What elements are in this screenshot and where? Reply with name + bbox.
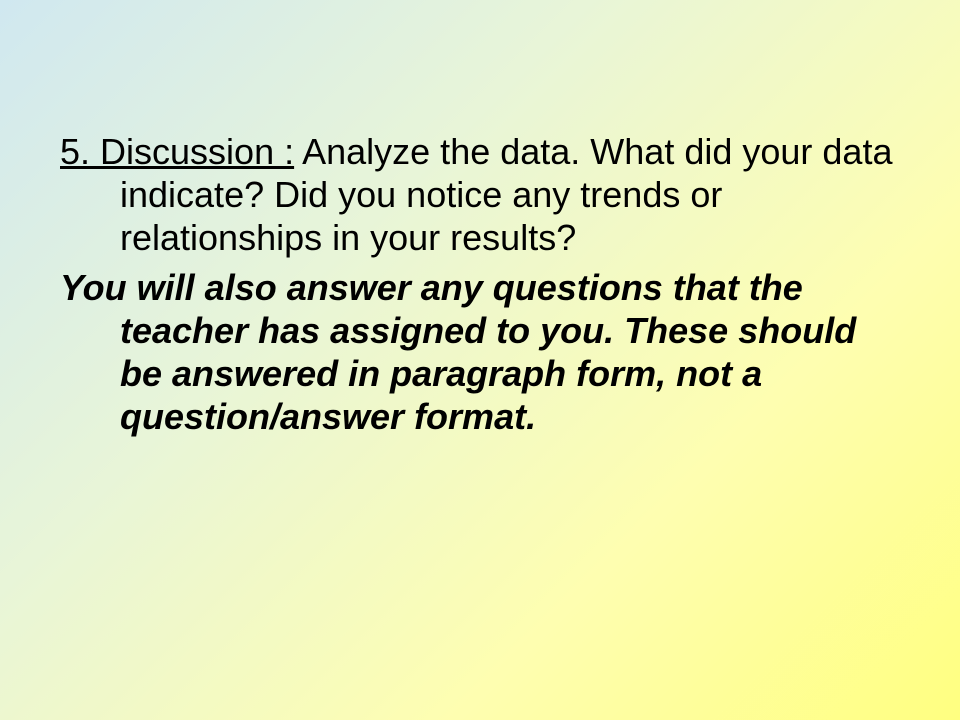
instruction-paragraph: You will also answer any questions that … <box>60 266 900 439</box>
slide-content: 5. Discussion : Analyze the data. What d… <box>0 0 960 504</box>
section-heading: 5. Discussion : <box>60 131 294 172</box>
discussion-paragraph: 5. Discussion : Analyze the data. What d… <box>60 130 900 260</box>
